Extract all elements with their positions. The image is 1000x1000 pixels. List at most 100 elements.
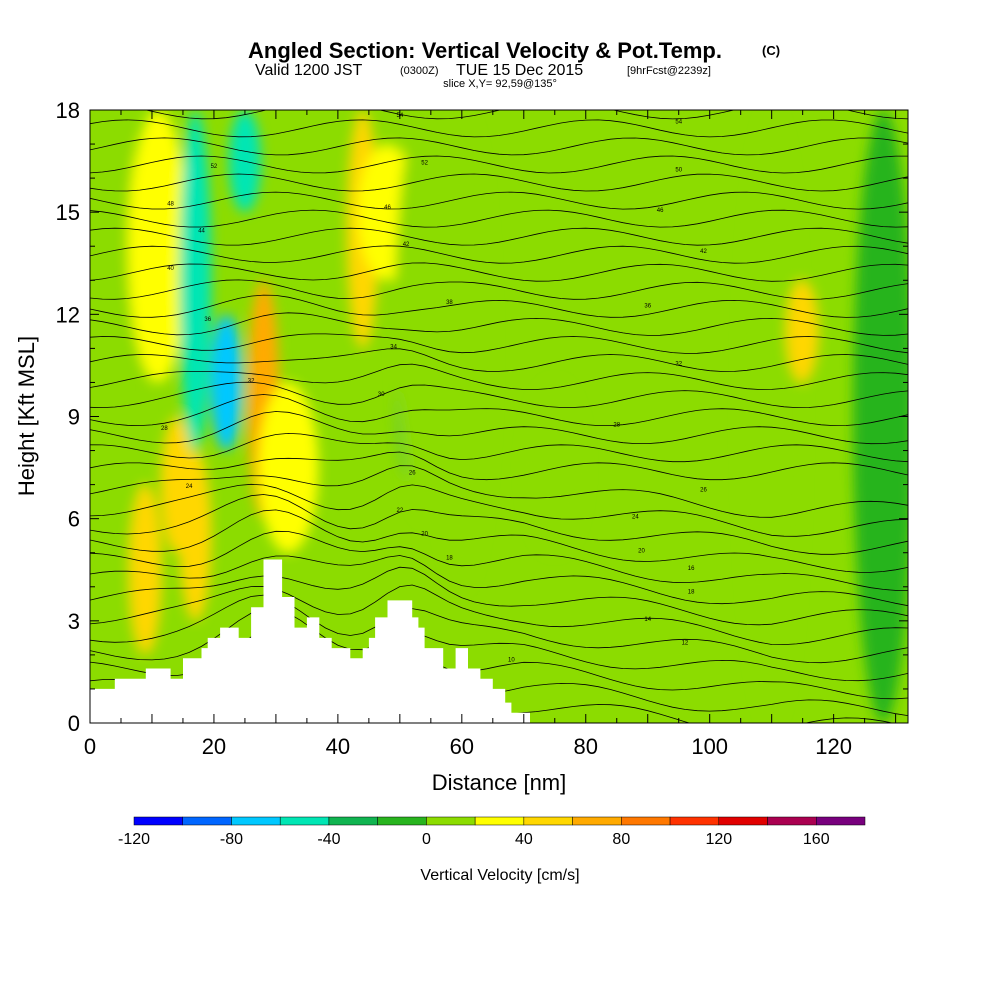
theta-contour-line <box>90 483 908 537</box>
contour-label-13: 28 <box>613 423 620 429</box>
contour-label-22: 40 <box>167 266 174 272</box>
x-tick-label: 80 <box>574 734 598 759</box>
x-tick-label: 120 <box>815 734 852 759</box>
x-tick-label: 0 <box>84 734 96 759</box>
colorbar-swatch <box>182 816 232 826</box>
contour-label-3: 16 <box>688 566 695 572</box>
theta-contour-line <box>90 312 908 336</box>
chart-subtitle-group: Valid 1200 JST (0300Z) TUE 15 Dec 2015 [… <box>255 62 711 90</box>
velocity-cell-6 <box>210 314 243 451</box>
colorbar-swatch <box>718 816 768 826</box>
y-tick-label: 6 <box>68 507 80 532</box>
colorbar-swatch <box>572 816 622 826</box>
contour-label-19: 36 <box>204 317 211 323</box>
y-axis-label: Height [Kft MSL] <box>14 336 39 496</box>
contour-label-8: 22 <box>397 508 404 514</box>
colorbar-tick-label: 0 <box>422 831 431 848</box>
contour-label-6: 20 <box>638 549 645 555</box>
contour-label-2: 14 <box>644 617 651 623</box>
contour-label-31: 52 <box>421 160 428 166</box>
x-tick-label: 40 <box>326 734 350 759</box>
colorbar-swatch <box>377 816 427 826</box>
theta-contour-line <box>90 209 908 228</box>
contour-label-28: 48 <box>167 201 174 207</box>
theta-contours <box>90 110 908 723</box>
contour-label-11: 26 <box>700 487 707 493</box>
velocity-cell-16 <box>741 110 802 723</box>
contour-label-30: 52 <box>211 164 218 170</box>
theta-contour-line <box>90 262 908 282</box>
colorbar-swatch <box>133 816 183 826</box>
colorbar-swatch <box>767 816 817 826</box>
theta-contour-line <box>90 530 908 591</box>
theta-contour-line <box>90 411 908 445</box>
y-tick-label: 9 <box>68 405 80 430</box>
chart-subtitle-zulu: (0300Z) <box>400 65 439 77</box>
contour-label-5: 18 <box>446 556 453 562</box>
colorbar-tick-label: 160 <box>803 831 830 848</box>
theta-contour-line <box>90 173 908 192</box>
theta-contour-line <box>90 555 908 607</box>
colorbar-swatch <box>231 816 281 826</box>
colorbar-tick-label: 80 <box>612 831 630 848</box>
velocity-cell-5 <box>179 110 212 451</box>
contour-label-16: 32 <box>248 378 255 384</box>
contour-label-4: 18 <box>688 590 695 596</box>
terrain-mask <box>90 559 530 723</box>
contour-label-18: 34 <box>390 344 397 350</box>
theta-contour-line <box>90 465 908 518</box>
colorbar-swatch <box>279 816 330 826</box>
theta-contour-line <box>90 363 908 390</box>
chart-subtitle-slice: slice X,Y= 92,59@135° <box>443 78 557 90</box>
chart-title-group: Angled Section: Vertical Velocity & Pot.… <box>248 38 780 63</box>
x-tick-label: 60 <box>450 734 474 759</box>
colorbar-swatch <box>328 816 378 826</box>
velocity-cell-4 <box>179 450 212 621</box>
colorbar-tick-label: 40 <box>515 831 533 848</box>
y-tick-label: 15 <box>56 200 80 225</box>
contour-label-0: 10 <box>508 658 515 664</box>
colorbar: -120 -80 -40 0 40 80 120 160 <box>118 816 866 848</box>
contour-label-26: 46 <box>657 208 664 214</box>
theta-contour-line <box>90 432 908 463</box>
contour-label-32: 54 <box>675 120 682 126</box>
theta-contour-line <box>90 333 908 354</box>
theta-contour-line <box>90 381 908 409</box>
y-tick-label: 12 <box>56 302 80 327</box>
theta-contour-line <box>90 584 908 646</box>
contour-label-24: 42 <box>403 242 410 248</box>
colorbar-swatch <box>426 816 476 826</box>
colorbar-tick-label: -120 <box>118 831 150 848</box>
contour-label-25: 44 <box>198 229 205 235</box>
contour-label-7: 20 <box>421 532 428 538</box>
velocity-cell-9 <box>258 382 319 553</box>
contour-labels: 10 12 14 16 18 18 20 20 22 24 24 26 26 28 28 30 32 32 34 36… <box>161 113 707 664</box>
x-tick-label: 100 <box>691 734 728 759</box>
theta-contour-line <box>90 155 908 174</box>
theta-contour-line <box>90 494 908 555</box>
chart-title-suffix: (C) <box>762 43 780 58</box>
contour-label-17: 32 <box>675 361 682 367</box>
colorbar-label: Vertical Velocity [cm/s] <box>420 867 579 884</box>
theta-contour-line <box>90 348 908 372</box>
chart-subtitle-date: TUE 15 Dec 2015 <box>456 62 583 79</box>
colorbar-swatch <box>816 816 866 826</box>
chart-subtitle-forecast: [9hrFcst@2239z] <box>627 65 711 77</box>
colorbar-tick-label: -40 <box>317 831 340 848</box>
velocity-cell-17 <box>786 280 819 383</box>
theta-contour-line <box>90 294 908 318</box>
contour-label-15: 30 <box>378 392 385 398</box>
colorbar-swatch <box>621 816 671 826</box>
theta-contour-line <box>90 137 908 156</box>
colorbar-tick-label: 120 <box>705 831 732 848</box>
y-tick-label: 0 <box>68 711 80 736</box>
velocity-cell-1 <box>129 484 162 655</box>
theta-contour-line <box>90 191 908 210</box>
contour-label-27: 46 <box>384 205 391 211</box>
chart-title: Angled Section: Vertical Velocity & Pot.… <box>248 38 722 63</box>
theta-contour-line <box>90 394 908 427</box>
x-axis-label: Distance [nm] <box>432 770 567 795</box>
y-tick-label: 3 <box>68 609 80 634</box>
theta-contour-line <box>90 245 908 264</box>
